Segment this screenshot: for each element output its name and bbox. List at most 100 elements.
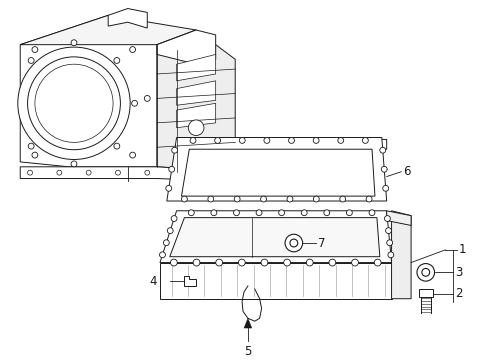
Polygon shape — [244, 318, 251, 328]
Circle shape — [129, 47, 135, 53]
Circle shape — [171, 216, 177, 221]
Polygon shape — [184, 276, 196, 286]
Circle shape — [385, 228, 391, 234]
Text: 6: 6 — [403, 165, 410, 178]
Circle shape — [288, 138, 294, 143]
Circle shape — [193, 259, 200, 266]
Circle shape — [256, 210, 262, 216]
Circle shape — [261, 259, 267, 266]
Circle shape — [260, 196, 266, 202]
Circle shape — [86, 170, 91, 175]
Polygon shape — [160, 211, 391, 262]
Circle shape — [337, 138, 343, 143]
Text: 4: 4 — [149, 275, 157, 288]
Circle shape — [131, 100, 137, 106]
Circle shape — [416, 264, 434, 281]
Circle shape — [362, 138, 367, 143]
Polygon shape — [157, 30, 215, 64]
Circle shape — [32, 152, 38, 158]
Circle shape — [57, 170, 61, 175]
Circle shape — [234, 196, 240, 202]
Circle shape — [159, 252, 165, 258]
Circle shape — [233, 210, 239, 216]
Circle shape — [144, 95, 150, 102]
Polygon shape — [418, 289, 432, 297]
Text: 3: 3 — [454, 266, 462, 279]
Circle shape — [283, 259, 290, 266]
Circle shape — [188, 210, 194, 216]
Circle shape — [368, 210, 374, 216]
Circle shape — [421, 269, 429, 276]
Circle shape — [27, 170, 32, 175]
Circle shape — [188, 120, 203, 136]
Circle shape — [168, 166, 174, 172]
Circle shape — [163, 240, 169, 246]
Polygon shape — [176, 81, 215, 105]
Text: 7: 7 — [318, 237, 325, 249]
Circle shape — [328, 259, 335, 266]
Circle shape — [238, 259, 244, 266]
Circle shape — [285, 234, 302, 252]
Polygon shape — [169, 217, 379, 257]
Circle shape — [387, 252, 393, 258]
Polygon shape — [176, 139, 386, 162]
Circle shape — [351, 259, 358, 266]
Circle shape — [210, 210, 216, 216]
Circle shape — [339, 196, 345, 202]
Polygon shape — [108, 9, 147, 28]
Circle shape — [144, 170, 149, 175]
Polygon shape — [20, 167, 235, 181]
Circle shape — [171, 147, 177, 153]
Text: 5: 5 — [244, 345, 251, 357]
Circle shape — [167, 228, 173, 234]
Ellipse shape — [18, 47, 130, 159]
Circle shape — [366, 196, 371, 202]
Circle shape — [71, 161, 77, 167]
Circle shape — [181, 196, 187, 202]
Circle shape — [386, 240, 392, 246]
Circle shape — [373, 259, 380, 266]
Circle shape — [170, 259, 177, 266]
Polygon shape — [160, 262, 391, 299]
Polygon shape — [20, 15, 157, 167]
Polygon shape — [176, 54, 215, 81]
Ellipse shape — [35, 64, 113, 143]
Circle shape — [114, 143, 120, 149]
Circle shape — [129, 152, 135, 158]
Circle shape — [382, 185, 388, 191]
Circle shape — [381, 166, 386, 172]
Polygon shape — [166, 138, 386, 201]
Polygon shape — [181, 149, 374, 196]
Circle shape — [28, 58, 34, 63]
Polygon shape — [386, 211, 410, 225]
Circle shape — [215, 259, 222, 266]
Circle shape — [207, 196, 213, 202]
Circle shape — [32, 47, 38, 53]
Text: 2: 2 — [454, 287, 462, 300]
Circle shape — [239, 138, 244, 143]
Circle shape — [190, 138, 196, 143]
Circle shape — [286, 196, 292, 202]
Circle shape — [289, 239, 297, 247]
Polygon shape — [157, 30, 235, 172]
Circle shape — [165, 185, 171, 191]
Circle shape — [301, 210, 306, 216]
Circle shape — [346, 210, 351, 216]
Circle shape — [379, 147, 385, 153]
Polygon shape — [391, 211, 410, 299]
Circle shape — [28, 143, 34, 149]
Circle shape — [313, 196, 319, 202]
Circle shape — [114, 58, 120, 63]
Ellipse shape — [27, 57, 120, 150]
Circle shape — [214, 138, 220, 143]
Circle shape — [278, 210, 284, 216]
Circle shape — [312, 138, 318, 143]
Circle shape — [305, 259, 312, 266]
Polygon shape — [176, 103, 215, 128]
Circle shape — [384, 216, 389, 221]
Text: 1: 1 — [458, 243, 466, 256]
Circle shape — [323, 210, 329, 216]
Circle shape — [71, 40, 77, 46]
Circle shape — [115, 170, 120, 175]
Polygon shape — [20, 15, 196, 45]
